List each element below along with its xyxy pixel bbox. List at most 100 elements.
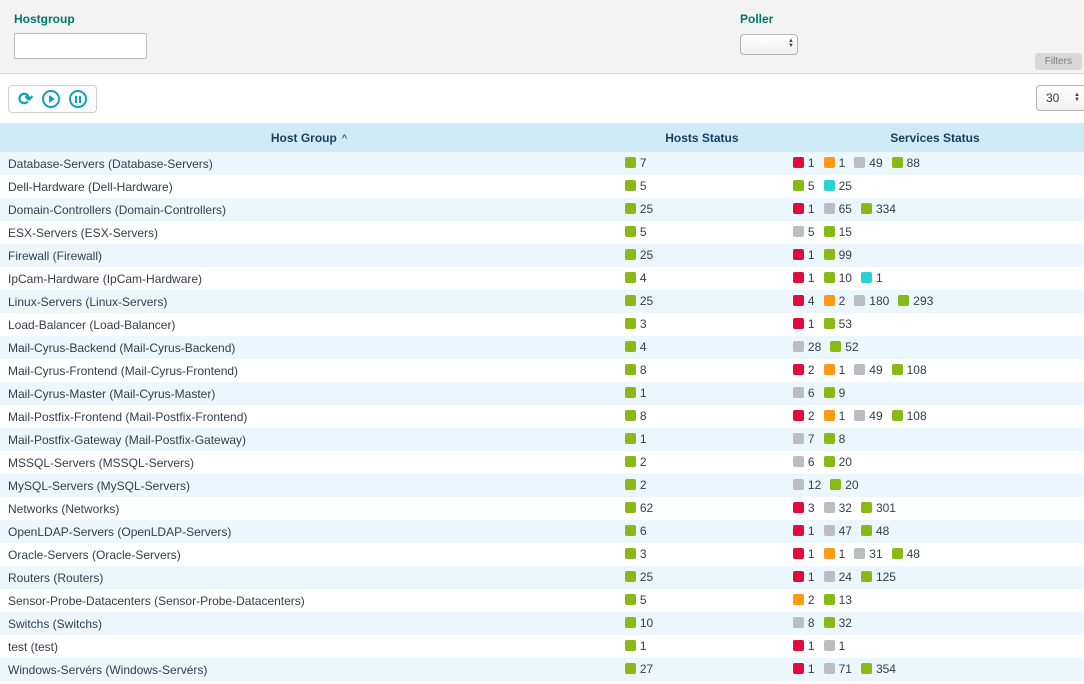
column-header-services-status[interactable]: Services Status <box>785 123 1084 152</box>
status-badge-green[interactable]: 2 <box>624 455 647 469</box>
page-size-select[interactable]: 30 ▲ ▼ <box>1036 85 1084 111</box>
status-badge-green[interactable]: 301 <box>860 501 896 515</box>
status-badge-green[interactable]: 10 <box>624 616 653 630</box>
status-badge-green[interactable]: 99 <box>823 248 852 262</box>
status-badge-gray[interactable]: 32 <box>823 501 852 515</box>
status-badge-green[interactable]: 5 <box>624 179 647 193</box>
status-badge-green[interactable]: 88 <box>891 156 920 170</box>
status-badge-green[interactable]: 20 <box>823 455 852 469</box>
status-badge-green[interactable]: 20 <box>830 478 859 492</box>
status-badge-green[interactable]: 7 <box>624 156 647 170</box>
status-badge-orange[interactable]: 1 <box>823 409 845 423</box>
status-badge-green[interactable]: 108 <box>891 409 927 423</box>
status-badge-red[interactable]: 1 <box>792 547 815 561</box>
status-badge-gray[interactable]: 49 <box>854 409 883 423</box>
status-badge-green[interactable]: 3 <box>624 317 647 331</box>
status-badge-gray[interactable]: 6 <box>792 455 815 469</box>
hostgroup-name[interactable]: Sensor-Probe-Datacenters (Sensor-Probe-D… <box>8 593 305 608</box>
status-badge-orange[interactable]: 2 <box>823 294 845 308</box>
play-button[interactable] <box>42 90 61 108</box>
status-badge-gray[interactable]: 6 <box>792 386 815 400</box>
status-badge-red[interactable]: 2 <box>792 363 815 377</box>
status-badge-green[interactable]: 1 <box>624 432 647 446</box>
status-badge-gray[interactable]: 49 <box>854 156 883 170</box>
status-badge-green[interactable]: 25 <box>624 202 653 216</box>
status-badge-green[interactable]: 8 <box>624 409 647 423</box>
status-badge-green[interactable]: 25 <box>624 294 653 308</box>
status-badge-green[interactable]: 1 <box>624 639 647 653</box>
hostgroup-name[interactable]: OpenLDAP-Servers (OpenLDAP-Servers) <box>8 524 232 539</box>
status-badge-green[interactable]: 1 <box>624 386 647 400</box>
hostgroup-name[interactable]: test (test) <box>8 639 59 654</box>
hostgroup-name[interactable]: Mail-Postfix-Gateway (Mail-Postfix-Gatew… <box>8 432 247 447</box>
status-badge-gray[interactable]: 71 <box>823 662 852 676</box>
status-badge-green[interactable]: 4 <box>624 340 647 354</box>
status-badge-green[interactable]: 15 <box>823 225 852 239</box>
poller-select[interactable]: ▲ ▼ <box>740 33 798 55</box>
status-badge-gray[interactable]: 12 <box>792 478 821 492</box>
status-badge-orange[interactable]: 2 <box>792 593 815 607</box>
status-badge-green[interactable]: 108 <box>891 363 927 377</box>
hostgroup-name[interactable]: Linux-Servers (Linux-Servers) <box>8 294 168 309</box>
status-badge-red[interactable]: 1 <box>792 271 815 285</box>
hostgroup-name[interactable]: MSSQL-Servers (MSSQL-Servers) <box>8 455 195 470</box>
status-badge-green[interactable]: 13 <box>823 593 852 607</box>
status-badge-green[interactable]: 3 <box>624 547 647 561</box>
status-badge-green[interactable]: 48 <box>860 524 889 538</box>
status-badge-green[interactable]: 10 <box>823 271 852 285</box>
column-header-host-group[interactable]: Host Group ^ <box>0 123 618 152</box>
hostgroup-name[interactable]: Mail-Cyrus-Backend (Mail-Cyrus-Backend) <box>8 340 236 355</box>
status-badge-red[interactable]: 1 <box>792 317 815 331</box>
hostgroup-name[interactable]: Domain-Controllers (Domain-Controllers) <box>8 202 227 217</box>
filters-button[interactable]: Filters <box>1034 53 1082 70</box>
status-badge-red[interactable]: 4 <box>792 294 815 308</box>
status-badge-green[interactable]: 5 <box>624 225 647 239</box>
hostgroup-name[interactable]: Load-Balancer (Load-Balancer) <box>8 317 176 332</box>
status-badge-green[interactable]: 62 <box>624 501 653 515</box>
status-badge-red[interactable]: 1 <box>792 662 815 676</box>
status-badge-red[interactable]: 1 <box>792 156 815 170</box>
hostgroup-name[interactable]: Firewall (Firewall) <box>8 248 103 263</box>
status-badge-green[interactable]: 9 <box>823 386 845 400</box>
status-badge-gray[interactable]: 31 <box>854 547 883 561</box>
status-badge-green[interactable]: 25 <box>624 248 653 262</box>
status-badge-gray[interactable]: 8 <box>792 616 815 630</box>
hostgroup-input[interactable] <box>14 33 147 59</box>
hostgroup-name[interactable]: Database-Servers (Database-Servers) <box>8 156 213 171</box>
status-badge-green[interactable]: 334 <box>860 202 896 216</box>
status-badge-gray[interactable]: 49 <box>854 363 883 377</box>
status-badge-gray[interactable]: 5 <box>792 225 815 239</box>
hostgroup-name[interactable]: ESX-Servers (ESX-Servers) <box>8 225 159 240</box>
status-badge-green[interactable]: 125 <box>860 570 896 584</box>
hostgroup-name[interactable]: Networks (Networks) <box>8 501 120 516</box>
status-badge-orange[interactable]: 1 <box>823 547 845 561</box>
hostgroup-name[interactable]: IpCam-Hardware (IpCam-Hardware) <box>8 271 203 286</box>
status-badge-green[interactable]: 27 <box>624 662 653 676</box>
status-badge-gray[interactable]: 24 <box>823 570 852 584</box>
pause-button[interactable] <box>69 90 88 108</box>
status-badge-green[interactable]: 293 <box>898 294 933 308</box>
status-badge-green[interactable]: 52 <box>830 340 859 354</box>
hostgroup-name[interactable]: Mail-Cyrus-Master (Mail-Cyrus-Master) <box>8 386 216 401</box>
status-badge-green[interactable]: 4 <box>624 271 647 285</box>
status-badge-gray[interactable]: 1 <box>823 639 845 653</box>
status-badge-red[interactable]: 1 <box>792 202 815 216</box>
status-badge-green[interactable]: 5 <box>624 593 647 607</box>
status-badge-green[interactable]: 8 <box>823 432 845 446</box>
status-badge-green[interactable]: 48 <box>891 547 920 561</box>
hostgroup-name[interactable]: Oracle-Servers (Oracle-Servers) <box>8 547 181 562</box>
status-badge-gray[interactable]: 47 <box>823 524 852 538</box>
status-badge-green[interactable]: 354 <box>860 662 896 676</box>
refresh-button[interactable]: ⟳ <box>18 90 33 108</box>
hostgroup-name[interactable]: Mail-Cyrus-Frontend (Mail-Cyrus-Frontend… <box>8 363 239 378</box>
status-badge-orange[interactable]: 1 <box>823 363 845 377</box>
hostgroup-name[interactable]: Switchs (Switchs) <box>8 616 103 631</box>
status-badge-green[interactable]: 8 <box>624 363 647 377</box>
status-badge-gray[interactable]: 7 <box>792 432 815 446</box>
status-badge-red[interactable]: 1 <box>792 570 815 584</box>
status-badge-green[interactable]: 53 <box>823 317 852 331</box>
hostgroup-name[interactable]: MySQL-Servers (MySQL-Servers) <box>8 478 191 493</box>
status-badge-red[interactable]: 1 <box>792 639 815 653</box>
hostgroup-name[interactable]: Mail-Postfix-Frontend (Mail-Postfix-Fron… <box>8 409 248 424</box>
status-badge-gray[interactable]: 65 <box>823 202 852 216</box>
